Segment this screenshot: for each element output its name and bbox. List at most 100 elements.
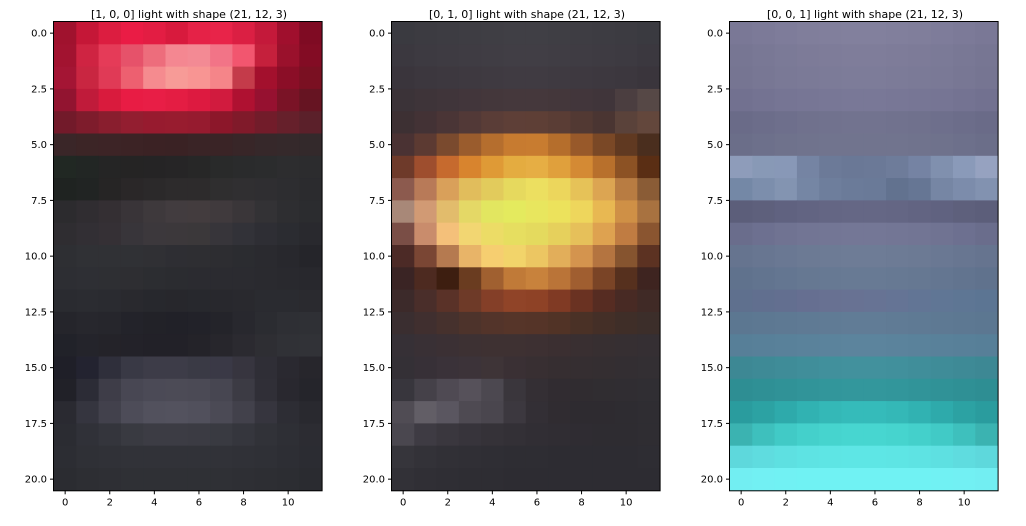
heatmap-cell [436,178,460,201]
heatmap-cell [752,222,775,246]
heatmap-cell [481,468,504,491]
heatmap-cell [232,445,256,469]
heatmap-cell [54,66,77,90]
heatmap-cell [975,401,998,424]
heatmap-cell [796,133,820,157]
heatmap-cell [752,22,775,45]
heatmap-cell [299,401,322,424]
x-tick-label: 10 [958,497,971,508]
heatmap-cell [120,66,144,90]
heatmap-cell [615,111,638,134]
heatmap-cell [503,378,527,402]
heatmap-cell [143,178,166,201]
heatmap-cell [210,311,233,335]
heatmap-cell [210,66,233,90]
heatmap-cell [120,200,144,224]
heatmap-cell [525,178,549,201]
heatmap-cell [143,468,166,491]
heatmap-cell [548,356,571,380]
heatmap-cell [975,267,998,290]
heatmap-cell [908,334,932,357]
heatmap-cell [54,155,77,179]
heatmap-cell [592,445,616,469]
heatmap-cell [548,178,571,201]
heatmap-cell [908,289,932,313]
heatmap-cell [975,289,998,313]
heatmap-cell [548,401,571,424]
heatmap-cell [930,356,954,380]
heatmap-cell [436,267,460,290]
heatmap-cell [481,155,504,179]
heatmap-cell [98,133,122,157]
y-tick-label: 7.5 [707,196,723,207]
heatmap-cell [120,178,144,201]
heatmap-cell [819,88,842,112]
heatmap-cell [165,378,189,402]
heatmap-cell [143,401,166,424]
heatmap-cell [525,222,549,246]
heatmap-cell [299,44,322,67]
heatmap-cell [930,468,954,491]
heatmap-cell [458,356,482,380]
heatmap-cell [570,468,594,491]
heatmap-cell [730,222,753,246]
heatmap-cell [54,423,77,447]
heatmap-cell [210,111,233,134]
heatmap-cell [299,200,322,224]
heatmap-cell [548,423,571,447]
heatmap-cell [187,401,211,424]
heatmap-cell [796,401,820,424]
heatmap-cell [615,200,638,224]
heatmap-cell [254,423,278,447]
x-tick-label: 8 [240,497,246,508]
heatmap-cell [481,66,504,90]
heatmap-cell [392,44,415,67]
heatmap-cell [908,66,932,90]
heatmap-cell [615,66,638,90]
heatmap-cell [414,468,437,491]
heatmap-cell [436,200,460,224]
heatmap-cell [730,245,753,268]
heatmap-cell [120,468,144,491]
heatmap-cell [76,66,99,90]
heatmap-cell [299,468,322,491]
heatmap-cell [752,445,775,469]
heatmap-cell [481,356,504,380]
heatmap-cell [277,88,300,112]
heatmap-cell [165,311,189,335]
heatmap-cell [592,334,616,357]
heatmap-cell [841,155,865,179]
heatmap-cell [187,468,211,491]
heatmap-cell [570,44,594,67]
heatmap-cell [930,334,954,357]
heatmap-cell [232,66,256,90]
heatmap-cell [503,245,527,268]
y-tick-label: 12.5 [701,307,723,318]
heatmap-cell [187,66,211,90]
heatmap-cell [299,133,322,157]
heatmap-cell [210,245,233,268]
heatmap-cell [525,155,549,179]
heatmap-cell [730,88,753,112]
heatmap-cell [481,401,504,424]
heatmap-cell [819,22,842,45]
x-tick-label: 8 [578,497,584,508]
heatmap-cell [548,133,571,157]
x-tick-label: 6 [534,497,540,508]
heatmap-cell [232,22,256,45]
heatmap-cell [187,111,211,134]
heatmap-cell [392,289,415,313]
heatmap-cell [886,22,909,45]
heatmap-cell [436,245,460,268]
y-axis-ticks: 0.0 2.5 5.0 7.5 10.0 12.5 15.0 17.5 20.0 [25,29,54,486]
heatmap-cell [210,22,233,45]
heatmap-cell [908,155,932,179]
heatmap-cell [503,44,527,67]
heatmap-cell [165,245,189,268]
heatmap-cell [886,222,909,246]
heatmap-cell [730,311,753,335]
heatmap-cell [503,334,527,357]
heatmap-cell [819,133,842,157]
heatmap-cell [975,356,998,380]
heatmap-cell [458,245,482,268]
